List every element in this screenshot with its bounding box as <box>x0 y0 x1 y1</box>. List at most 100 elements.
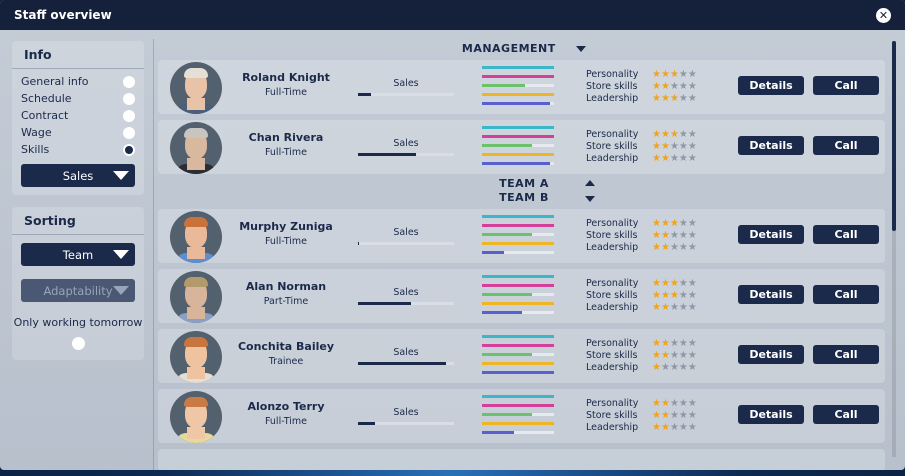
attribute-label: Leadership <box>586 242 639 253</box>
close-icon[interactable]: ✕ <box>876 8 891 23</box>
staff-name: Conchita Bailey <box>237 340 335 353</box>
skill-select-value: Sales <box>62 168 94 183</box>
attribute-bar <box>482 371 554 374</box>
star-icon: ★ <box>660 278 670 289</box>
star-icon: ★ <box>652 218 661 229</box>
sorting-panel: Sorting Team Adaptability Only working t… <box>12 207 144 360</box>
radio-button[interactable] <box>123 126 135 139</box>
star-icon: ★ <box>652 350 661 361</box>
staff-row[interactable]: Alonzo Terry Full-Time Sales Personality Sto… <box>158 389 885 443</box>
info-option[interactable]: Wage <box>12 124 144 141</box>
skill-select[interactable]: Sales <box>21 164 135 187</box>
staff-contract: Full-Time <box>264 236 308 247</box>
details-button[interactable]: Details <box>738 285 804 304</box>
radio-button[interactable] <box>123 92 135 105</box>
staff-row[interactable]: Chan Rivera Full-Time Sales Personality Stor… <box>158 120 885 174</box>
attribute-bar <box>482 242 554 245</box>
attribute-bar <box>482 75 554 78</box>
info-option-label: Contract <box>21 109 69 122</box>
star-icon: ★ <box>669 230 679 241</box>
attribute-bar <box>482 302 554 305</box>
star-icon: ★ <box>660 81 670 92</box>
attribute-bars <box>482 126 554 171</box>
skill-label: Sales <box>393 138 419 149</box>
staff-row[interactable]: Murphy Zuniga Full-Time Sales Personality St… <box>158 209 885 263</box>
details-button[interactable]: Details <box>738 345 804 364</box>
details-button[interactable]: Details <box>738 405 804 424</box>
group-title-team-a: TEAM A <box>499 177 549 190</box>
only-working-toggle[interactable] <box>71 337 85 350</box>
attribute-label: Store skills <box>586 81 638 92</box>
avatar <box>170 62 222 114</box>
radio-button[interactable] <box>123 143 135 156</box>
attribute-bar <box>482 284 554 287</box>
call-button[interactable]: Call <box>813 225 879 244</box>
call-button[interactable]: Call <box>813 405 879 424</box>
star-icon: ★ <box>678 153 688 164</box>
staff-row[interactable]: Alan Norman Part-Time Sales Personality Stor… <box>158 269 885 323</box>
attribute-bar <box>482 162 554 165</box>
group-header-management[interactable]: MANAGEMENT <box>154 42 894 55</box>
star-icon: ★ <box>687 410 697 421</box>
skill-label: Sales <box>393 347 419 358</box>
skill-progress <box>358 93 454 96</box>
avatar <box>170 122 222 174</box>
call-button[interactable]: Call <box>813 136 879 155</box>
star-rating: ★★★★★ <box>652 350 697 362</box>
sort-primary-select[interactable]: Team <box>21 243 135 266</box>
star-icon: ★ <box>678 141 688 152</box>
star-icon: ★ <box>687 278 697 289</box>
details-button[interactable]: Details <box>738 76 804 95</box>
call-button[interactable]: Call <box>813 345 879 364</box>
scrollbar-thumb[interactable] <box>892 41 896 231</box>
chevron-down-icon[interactable] <box>585 196 595 202</box>
attribute-label: Leadership <box>586 153 639 164</box>
staff-contract: Part-Time <box>263 296 309 307</box>
info-option[interactable]: Schedule <box>12 90 144 107</box>
window-title: Staff overview <box>14 8 112 22</box>
radio-button[interactable] <box>123 75 135 88</box>
attribute-bar <box>482 431 554 434</box>
staff-list[interactable]: MANAGEMENT TEAM A TEAM B Roland Knight Fu… <box>153 39 898 470</box>
chevron-up-icon[interactable] <box>585 180 595 186</box>
star-icon: ★ <box>652 362 661 373</box>
attribute-bar <box>482 153 554 156</box>
star-icon: ★ <box>652 290 661 301</box>
window-titlebar: Staff overview ✕ <box>0 0 905 30</box>
star-icon: ★ <box>660 410 670 421</box>
staff-row[interactable] <box>158 449 885 470</box>
staff-row[interactable]: Roland Knight Full-Time Sales Personality St… <box>158 60 885 114</box>
details-button[interactable]: Details <box>738 225 804 244</box>
attribute-label: Personality <box>586 278 639 289</box>
star-rating: ★★★★★ <box>652 81 697 93</box>
details-button[interactable]: Details <box>738 136 804 155</box>
staff-row[interactable]: Conchita Bailey Trainee Sales Personality St… <box>158 329 885 383</box>
star-ratings: ★★★★★ ★★★★★ ★★★★★ <box>652 278 697 314</box>
attribute-bar <box>482 135 554 138</box>
call-button[interactable]: Call <box>813 76 879 95</box>
radio-button[interactable] <box>123 109 135 122</box>
star-icon: ★ <box>687 141 697 152</box>
avatar <box>170 391 222 443</box>
attribute-bar <box>482 413 554 416</box>
call-button[interactable]: Call <box>813 285 879 304</box>
star-rating: ★★★★★ <box>652 242 697 254</box>
star-rating: ★★★★★ <box>652 278 697 290</box>
star-ratings: ★★★★★ ★★★★★ ★★★★★ <box>652 398 697 434</box>
skill-progress <box>358 362 454 365</box>
info-option[interactable]: Contract <box>12 107 144 124</box>
scrollbar[interactable] <box>892 41 896 457</box>
star-ratings: ★★★★★ ★★★★★ ★★★★★ <box>652 69 697 105</box>
star-icon: ★ <box>669 422 679 433</box>
attribute-bars <box>482 215 554 260</box>
group-header-team-a[interactable]: TEAM A <box>154 177 894 191</box>
info-option[interactable]: General info <box>12 73 144 90</box>
info-option[interactable]: Skills <box>12 141 144 158</box>
info-option-label: Schedule <box>21 92 72 105</box>
group-header-team-b[interactable]: TEAM B <box>154 191 894 205</box>
skill-label: Sales <box>393 227 419 238</box>
attribute-bar <box>482 353 554 356</box>
chevron-down-icon[interactable] <box>576 46 587 52</box>
skill-progress <box>358 302 454 305</box>
attribute-bar <box>482 144 554 147</box>
